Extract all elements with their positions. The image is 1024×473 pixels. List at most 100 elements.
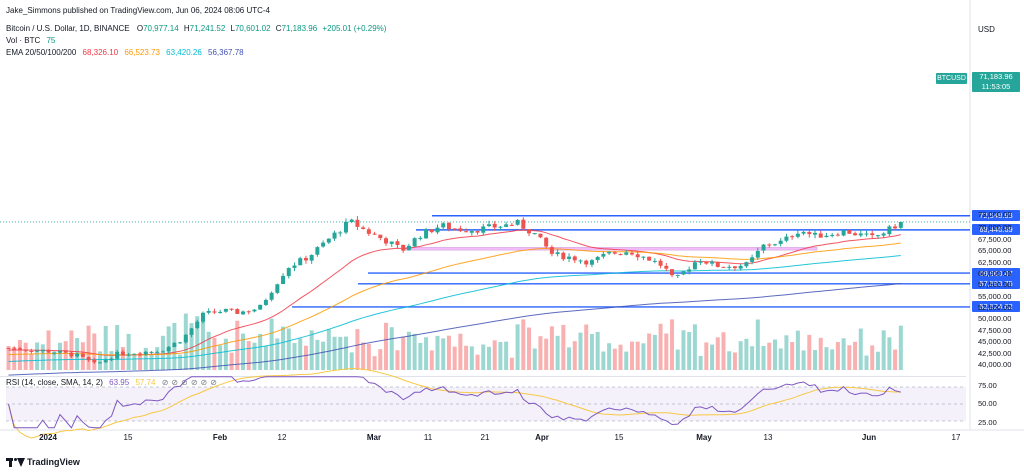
ema50-value: 66,523.73 bbox=[124, 48, 160, 57]
volume-bar bbox=[189, 323, 194, 370]
volume-bar bbox=[35, 342, 40, 370]
ticker-badge: BTCUSD bbox=[936, 73, 967, 84]
candle-body bbox=[138, 353, 143, 355]
rsi-label[interactable]: RSI (14, close, SMA, 14, 2) bbox=[6, 378, 103, 387]
volume-bar bbox=[870, 345, 875, 370]
rsi-legend: RSI (14, close, SMA, 14, 2) 63.95 57.74 … bbox=[6, 378, 220, 388]
candle-body bbox=[492, 223, 497, 228]
volume-bar bbox=[178, 354, 183, 370]
volume-bar bbox=[721, 332, 726, 370]
volume-bar bbox=[727, 351, 732, 370]
volume-bar bbox=[864, 355, 869, 370]
close-label: C bbox=[275, 24, 282, 33]
symbol-title[interactable]: Bitcoin / U.S. Dollar, 1D, BINANCE bbox=[6, 24, 130, 33]
price-tick-label: 70,000.00 bbox=[978, 223, 1012, 233]
candle-body bbox=[258, 304, 263, 310]
volume-bar bbox=[321, 341, 326, 370]
ema-label[interactable]: EMA 20/50/100/200 bbox=[6, 48, 77, 57]
volume-bar bbox=[744, 338, 749, 370]
volume-bar bbox=[69, 330, 74, 370]
rsi-ma-value: 57.74 bbox=[135, 378, 156, 387]
volume-bar bbox=[389, 327, 394, 370]
candle-body bbox=[641, 256, 646, 258]
volume-bar bbox=[338, 336, 343, 370]
volume-bar bbox=[538, 336, 543, 370]
volume-bar bbox=[675, 349, 680, 370]
candle-body bbox=[544, 237, 549, 247]
volume-bar bbox=[212, 337, 217, 370]
volume-bar bbox=[670, 319, 675, 370]
level-price-label: 52,524.62 bbox=[972, 301, 1020, 313]
candle-body bbox=[687, 269, 692, 272]
volume-bar bbox=[452, 346, 457, 370]
close-value: 71,183.96 bbox=[281, 24, 318, 33]
candle-body bbox=[635, 254, 640, 258]
volume-bar bbox=[446, 335, 451, 370]
volume-bar bbox=[492, 340, 497, 370]
candle-body bbox=[658, 260, 663, 266]
open-value: 70,977.14 bbox=[143, 24, 179, 33]
price-tick-label: 47,500.00 bbox=[978, 325, 1012, 335]
publisher-note: Jake_Simmons published on TradingView.co… bbox=[6, 6, 271, 15]
tradingview-brand: TradingView bbox=[27, 457, 80, 467]
volume-bar bbox=[57, 342, 62, 370]
currency-label[interactable]: USD bbox=[978, 25, 995, 34]
time-tick-label: 15 bbox=[614, 433, 624, 442]
volume-bar bbox=[332, 336, 337, 370]
candle-body bbox=[572, 256, 577, 261]
volume-bar bbox=[761, 346, 766, 370]
volume-bar bbox=[40, 344, 45, 370]
volume-bar bbox=[555, 335, 560, 370]
price-tick-label: 57,500.00 bbox=[978, 280, 1012, 290]
bar-countdown: 11:53:05 bbox=[981, 82, 1011, 91]
volume-label[interactable]: Vol · BTC bbox=[6, 36, 41, 45]
candle-body bbox=[486, 224, 491, 227]
candle-body bbox=[664, 265, 669, 269]
candle-body bbox=[732, 266, 737, 269]
candle-body bbox=[750, 257, 755, 262]
volume-bar bbox=[813, 350, 818, 370]
candle-body bbox=[132, 353, 137, 355]
price-tick-label: 65,000.00 bbox=[978, 246, 1012, 256]
candle-body bbox=[601, 253, 606, 257]
volume-bar bbox=[624, 351, 629, 370]
ema100-line bbox=[8, 255, 901, 362]
volume-bar bbox=[349, 352, 354, 370]
volume-bar bbox=[120, 347, 125, 370]
volume-bar bbox=[441, 338, 446, 370]
candle-body bbox=[212, 311, 217, 313]
volume-bar bbox=[887, 337, 892, 370]
volume-bar bbox=[401, 336, 406, 370]
tradingview-footer[interactable]: TradingView bbox=[6, 456, 80, 468]
volume-bar bbox=[458, 333, 463, 370]
candle-body bbox=[372, 233, 377, 235]
volume-bar bbox=[481, 344, 486, 370]
candle-body bbox=[12, 348, 17, 350]
candle-body bbox=[286, 268, 291, 277]
candle-body bbox=[504, 224, 509, 227]
volume-bar bbox=[424, 337, 429, 370]
volume-bar bbox=[361, 342, 366, 370]
ema200-value: 56,367.78 bbox=[208, 48, 244, 57]
volume-bar bbox=[355, 329, 360, 370]
candle-body bbox=[98, 362, 103, 364]
candle-body bbox=[40, 350, 45, 352]
volume-bar bbox=[292, 343, 297, 370]
candle-body bbox=[893, 226, 898, 229]
candle-body bbox=[149, 351, 154, 353]
volume-bar bbox=[772, 339, 777, 370]
candle-body bbox=[326, 238, 331, 243]
candle-body bbox=[424, 229, 429, 239]
volume-bar bbox=[195, 316, 200, 370]
candle-body bbox=[120, 351, 125, 356]
candle-body bbox=[263, 299, 268, 305]
volume-bar bbox=[732, 352, 737, 370]
candle-body bbox=[63, 350, 68, 353]
candle-body bbox=[229, 308, 234, 310]
candle-body bbox=[629, 252, 634, 255]
time-tick-label: 12 bbox=[277, 433, 287, 442]
candle-body bbox=[23, 349, 28, 351]
volume-bar bbox=[469, 346, 474, 370]
time-tick-label: 13 bbox=[763, 433, 773, 442]
